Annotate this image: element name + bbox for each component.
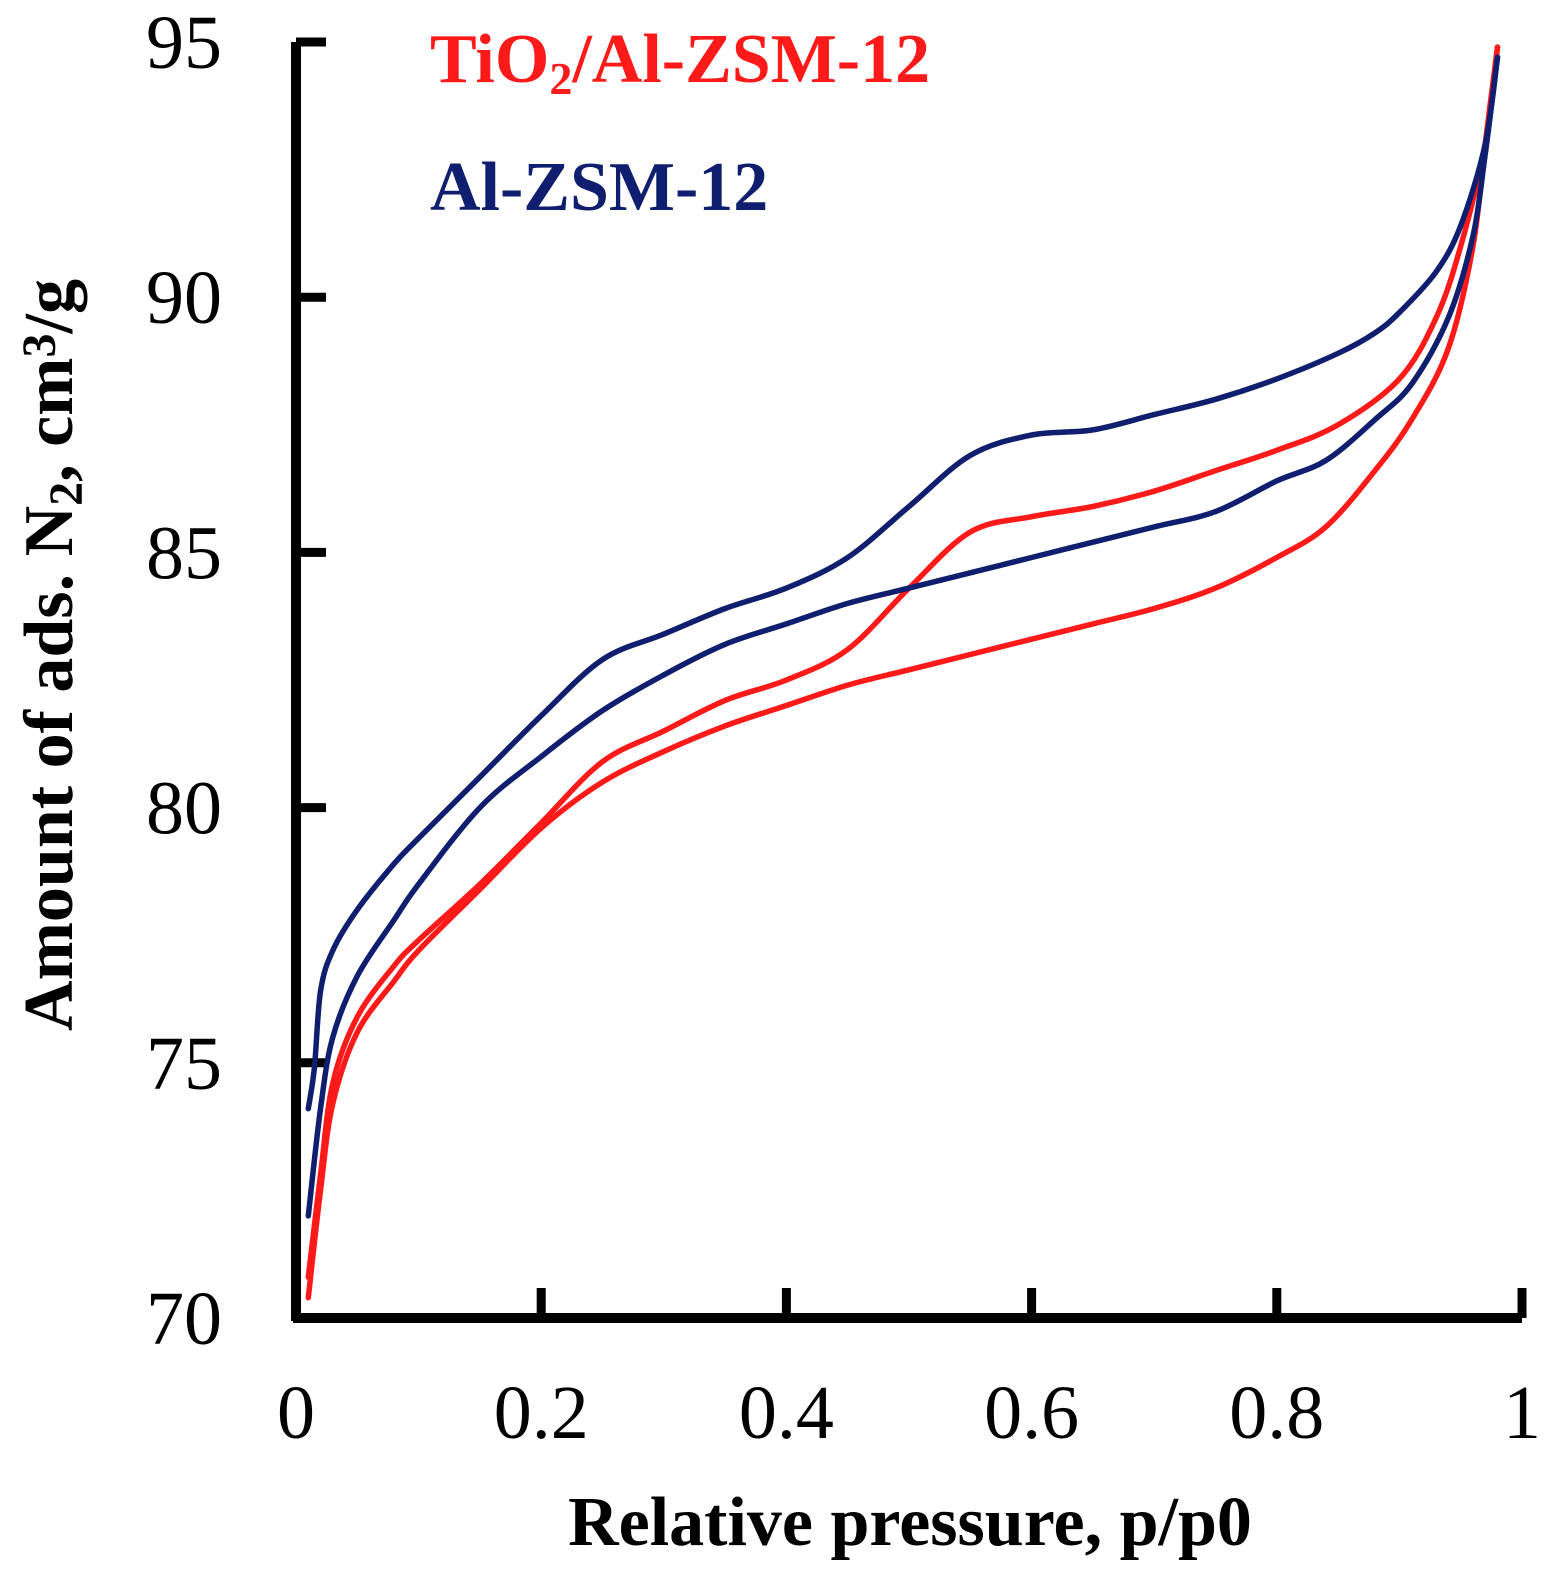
y-tick-label: 80 (146, 767, 222, 851)
x-tick-label: 0.4 (739, 1371, 834, 1455)
y-axis-title-part: , cm (11, 357, 88, 481)
adsorption-branch-line (305, 44, 1501, 1301)
x-tick-label: 0.2 (494, 1371, 589, 1455)
legend-label-part: /Al-ZSM-12 (571, 21, 930, 98)
legend-entry-tio2-al-zsm-12: TiO2/Al-ZSM-12 (430, 21, 930, 104)
adsorption-branch-line (305, 54, 1501, 1112)
desorption-branch-line (305, 54, 1501, 1219)
legend-label-part: Al-ZSM-12 (430, 149, 768, 226)
legend-label-part: TiO (430, 21, 549, 98)
x-tick-label: 0.8 (1229, 1371, 1324, 1455)
y-axis-title: Amount of ads. N2, cm3/g (11, 279, 93, 1031)
y-axis-title-superscript: 3 (13, 333, 66, 357)
desorption-branch-line (305, 44, 1501, 1280)
tick-labels: 70 75 80 85 90 95 0 0.2 0.4 0.6 0.8 1 (146, 1, 1541, 1455)
y-tick-label: 75 (146, 1022, 222, 1106)
x-axis-title: Relative pressure, p/p0 (568, 1484, 1252, 1561)
series-layer (305, 44, 1501, 1301)
y-tick-label: 95 (146, 1, 222, 85)
y-tick-label: 90 (146, 256, 222, 340)
series-al-zsm-12 (305, 54, 1501, 1219)
x-tick-label: 0.6 (984, 1371, 1079, 1455)
axes (291, 37, 1527, 1323)
legend-label-subscript: 2 (549, 53, 572, 104)
y-tick-label: 70 (146, 1277, 222, 1361)
y-tick-label: 85 (146, 511, 222, 595)
x-tick-label: 0 (277, 1371, 315, 1455)
y-axis-title-part: Amount of ads. N (11, 506, 88, 1031)
series-tio2-al-zsm-12 (305, 44, 1501, 1301)
y-axis-title-part: /g (11, 279, 88, 334)
x-tick-label: 1 (1503, 1371, 1541, 1455)
legend-entry-al-zsm-12: Al-ZSM-12 (430, 149, 768, 226)
y-axis-title-subscript: 2 (40, 482, 93, 506)
